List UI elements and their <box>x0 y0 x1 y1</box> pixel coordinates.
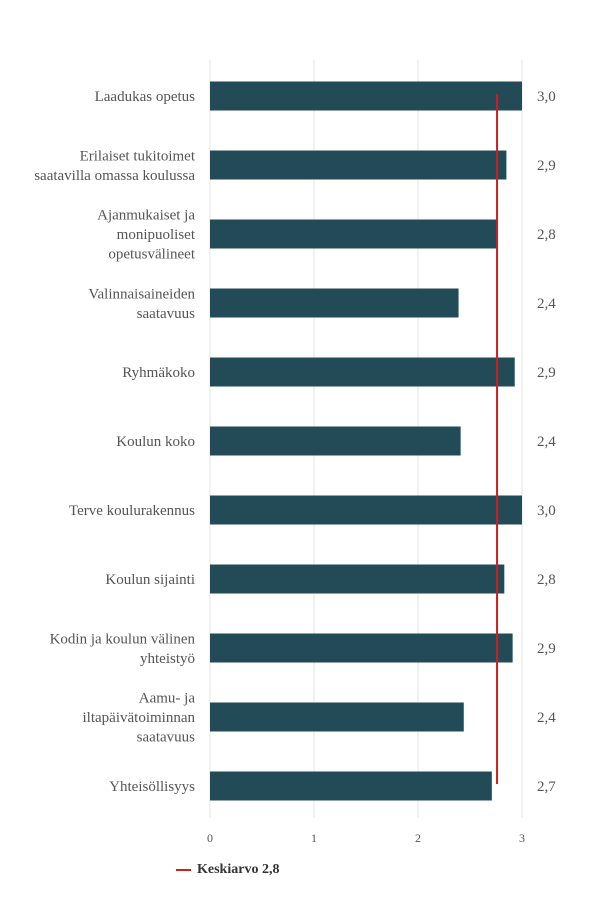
category-label-line: iltapäivätoiminnan <box>83 710 196 726</box>
category-label: Ryhmäkoko <box>122 365 195 381</box>
x-tick-label: 0 <box>207 831 213 845</box>
category-label: Laadukas opetus <box>95 89 196 105</box>
category-label: Erilaiset tukitoimet saatavilla omassa ko… <box>34 148 196 184</box>
legend-label: Keskiarvo 2,8 <box>197 862 280 877</box>
category-label-line: Koulun sijainti <box>105 572 195 588</box>
x-tick-label: 2 <box>415 831 421 845</box>
category-label-line: Yhteisöllisyys <box>109 779 195 795</box>
bar <box>210 771 492 801</box>
category-labels: Laadukas opetus Erilaiset tukitoimet saata… <box>34 89 196 795</box>
bar <box>210 150 507 180</box>
category-label-line: Ryhmäkoko <box>122 365 195 381</box>
category-label-line: Kodin ja koulun välinen <box>50 631 196 647</box>
category-label-line: Laadukas opetus <box>95 89 196 105</box>
category-label: Valinnaisaineiden saatavuus <box>88 286 195 322</box>
bar <box>210 564 505 594</box>
bar <box>210 633 513 663</box>
category-label-line: Koulun koko <box>116 434 195 450</box>
value-label: 2,4 <box>537 710 556 726</box>
value-label: 2,9 <box>537 365 556 381</box>
bars <box>210 81 522 801</box>
category-label-line: Terve koulurakennus <box>69 503 195 519</box>
category-label: Yhteisöllisyys <box>109 779 195 795</box>
category-label: Aamu- ja iltapäivätoiminnan saatavuus <box>83 691 196 746</box>
bar <box>210 81 522 111</box>
category-label-line: yhteistyö <box>140 651 195 667</box>
value-label: 2,4 <box>537 434 556 450</box>
legend: Keskiarvo 2,8 <box>176 862 279 878</box>
value-label: 2,4 <box>537 296 556 312</box>
category-label-line: Valinnaisaineiden <box>88 286 195 302</box>
value-label: 2,9 <box>537 158 556 174</box>
value-labels: 3,0 2,9 2,8 2,4 2,9 2,4 3,0 2,8 2,9 2,4 2,7 <box>537 89 556 795</box>
category-label: Koulun sijainti <box>105 572 195 588</box>
category-label-line: Ajanmukaiset ja <box>97 208 195 224</box>
value-label: 3,0 <box>537 89 556 105</box>
legend-swatch <box>176 869 191 871</box>
value-label: 2,7 <box>537 779 556 795</box>
category-label-line: monipuoliset <box>117 227 196 243</box>
category-label-line: Erilaiset tukitoimet <box>80 148 196 164</box>
category-label: Koulun koko <box>116 434 195 450</box>
category-label-line: saatavuus <box>137 730 195 746</box>
value-label: 2,9 <box>537 641 556 657</box>
category-label-line: Aamu- ja <box>139 691 196 707</box>
bar <box>210 288 459 318</box>
x-tick-label: 3 <box>519 831 525 845</box>
category-label-line: saatavuus <box>137 306 195 322</box>
category-label: Terve koulurakennus <box>69 503 195 519</box>
x-axis-ticks: 0 1 2 3 <box>207 831 525 845</box>
category-label: Ajanmukaiset ja monipuoliset opetusvälinee… <box>97 208 196 263</box>
bar <box>210 426 461 456</box>
bar <box>210 357 515 387</box>
category-label: Kodin ja koulun välinen yhteistyö <box>50 631 196 667</box>
x-tick-label: 1 <box>311 831 317 845</box>
value-label: 2,8 <box>537 227 556 243</box>
bar <box>210 702 464 732</box>
value-label: 2,8 <box>537 572 556 588</box>
category-label-line: opetusvälineet <box>108 247 195 263</box>
value-label: 3,0 <box>537 503 556 519</box>
bar <box>210 495 522 525</box>
category-label-line: saatavilla omassa koulussa <box>34 168 195 184</box>
bar <box>210 219 498 249</box>
